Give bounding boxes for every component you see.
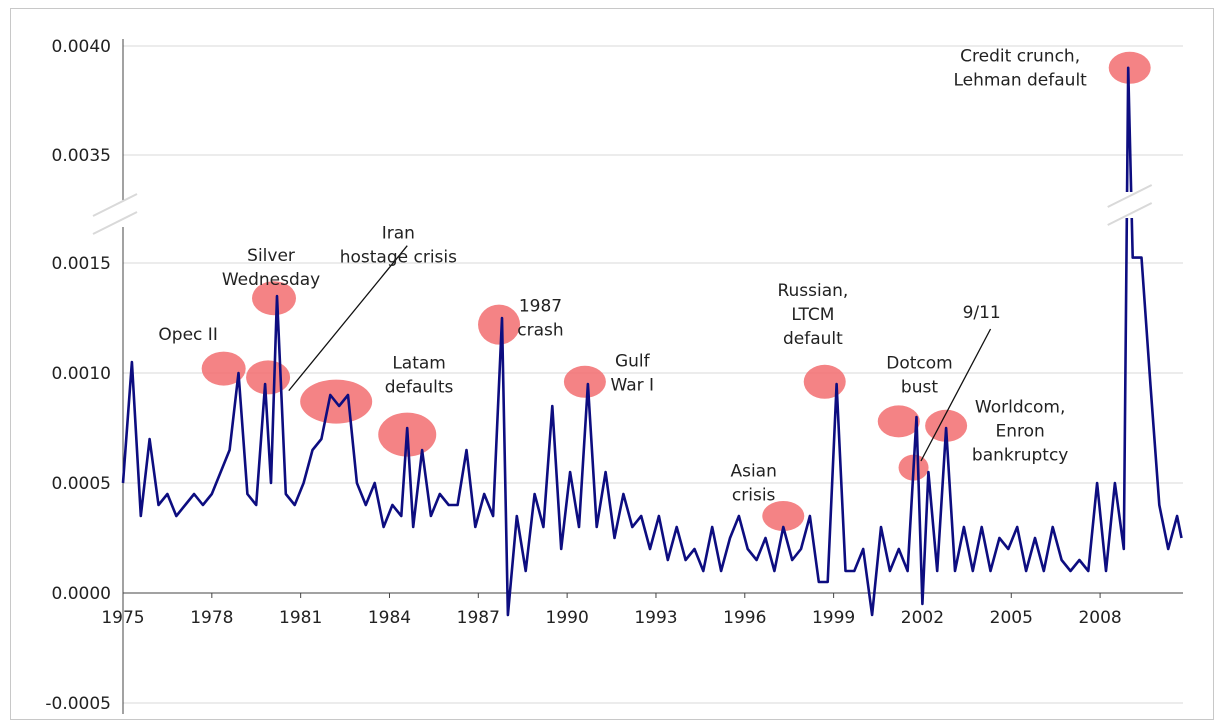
event-highlight-marker	[762, 501, 805, 531]
event-highlight-marker	[201, 351, 246, 386]
x-tick-label: 1999	[812, 608, 855, 628]
event-highlight-marker	[1108, 51, 1151, 84]
annotation-leader-line	[920, 328, 992, 462]
x-tick-label: 1975	[101, 608, 144, 628]
chart-frame: 0.0040 0.0035 0.0015 0.0010 0.0005 0.0000 -0.0…	[10, 8, 1214, 720]
y-axis-break-mark	[89, 193, 141, 235]
series-layer	[121, 66, 1183, 617]
event-annotation: Latam defaults	[385, 354, 454, 398]
event-annotations: Opec II Silver Wednesday Iran hostage crisis…	[158, 46, 1087, 505]
x-tick-label: 1978	[190, 608, 233, 628]
line-chart: 0.0040 0.0035 0.0015 0.0010 0.0005 0.0000 -0.0…	[45, 37, 1183, 714]
x-tick-label: 2008	[1078, 608, 1121, 628]
event-annotation: 9/11	[963, 303, 1001, 323]
y-tick-label: 0.0010	[52, 364, 111, 384]
y-tick-label: 0.0005	[52, 474, 111, 494]
y-tick-label: 0.0015	[52, 254, 111, 274]
series-line	[121, 66, 1183, 617]
annotation-leader-line	[288, 245, 408, 392]
y-tick-label: 0.0035	[52, 146, 111, 166]
y-tick-label: 0.0000	[52, 584, 111, 604]
event-highlight-marker	[563, 365, 606, 398]
event-highlight-marker	[803, 364, 846, 399]
y-axis-ticks: 0.0040 0.0035 0.0015 0.0010 0.0005 0.0000 -0.0…	[45, 37, 111, 714]
x-tick-label: 1987	[457, 608, 500, 628]
x-axis-ticks: 1975 1978 1981 1984 1987 1990 1993 1996 1999 2002…	[101, 593, 1122, 628]
event-annotation: Asian crisis	[730, 461, 776, 505]
event-highlight-marker	[252, 281, 297, 316]
y-tick-label: 0.0040	[52, 37, 111, 57]
leader-lines	[288, 245, 992, 462]
event-annotation: Gulf War I	[611, 351, 655, 395]
y-tick-label: -0.0005	[45, 694, 111, 714]
event-annotation: Dotcom bust	[886, 354, 952, 398]
event-annotation: 1987 crash	[517, 296, 563, 340]
x-tick-label: 1984	[368, 608, 411, 628]
event-annotation: Iran hostage crisis	[340, 224, 457, 268]
event-highlight-marker	[246, 360, 291, 395]
event-annotation: Silver Wednesday	[222, 246, 320, 290]
spike-break-mark	[1103, 184, 1156, 226]
event-annotation: Credit crunch, Lehman default	[953, 46, 1087, 90]
axes	[122, 39, 1183, 714]
axis-break-marks	[89, 184, 1156, 235]
x-tick-label: 2005	[990, 608, 1033, 628]
event-highlight-marker	[478, 304, 521, 345]
x-tick-label: 1981	[279, 608, 322, 628]
event-annotation: Worldcom, Enron bankruptcy	[972, 398, 1068, 466]
x-tick-label: 1993	[634, 608, 677, 628]
x-tick-label: 1990	[546, 608, 589, 628]
event-annotation: Russian, LTCM default	[777, 281, 848, 349]
x-tick-label: 2002	[901, 608, 944, 628]
event-highlight-marker	[877, 405, 920, 438]
x-tick-label: 1996	[723, 608, 766, 628]
event-annotation: Opec II	[158, 325, 217, 345]
